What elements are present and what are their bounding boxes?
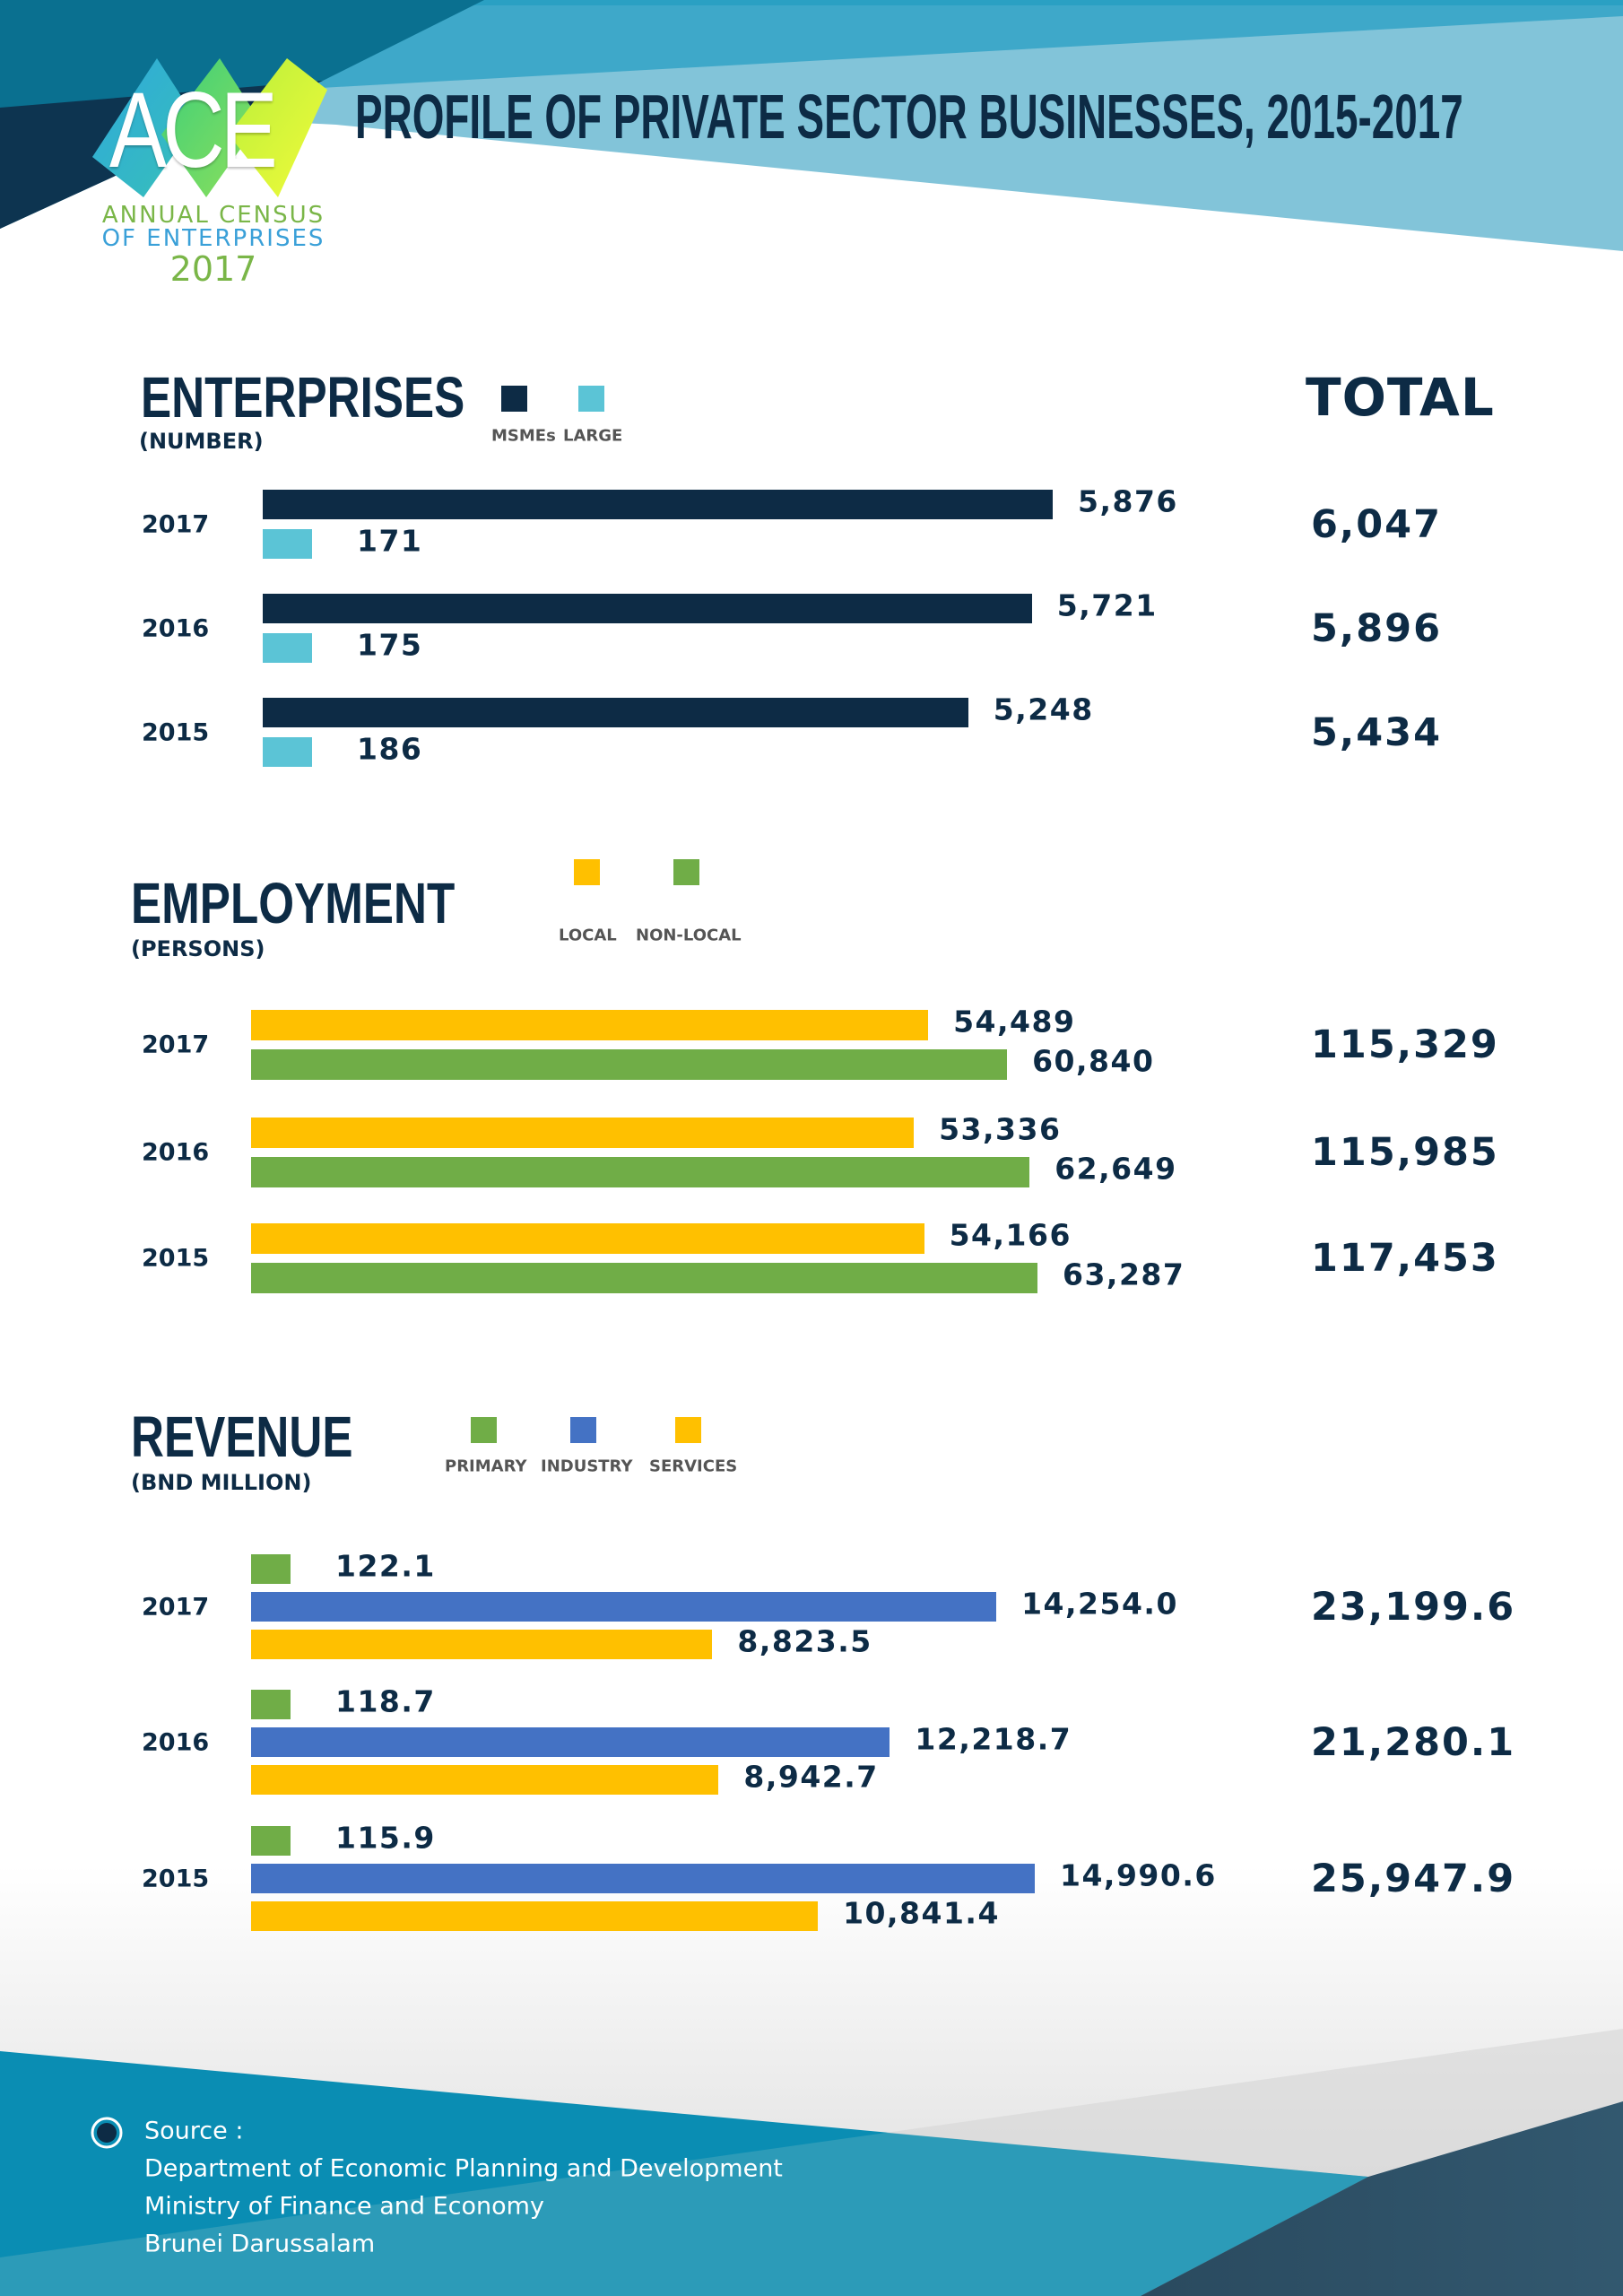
legend-swatch-non-local — [673, 859, 699, 885]
total-value: 115,329 — [1311, 1022, 1499, 1067]
value-label-services: 10,841.4 — [843, 1895, 1000, 1930]
total-value: 117,453 — [1311, 1236, 1499, 1281]
bar-msmes-2016 — [263, 594, 1032, 623]
bar-services-2016 — [251, 1765, 719, 1795]
bar-primary-2016 — [251, 1690, 291, 1719]
total-value: 5,896 — [1311, 605, 1443, 651]
enterprises-heading: ENTERPRISES — [141, 365, 465, 430]
bar-non-local-2016 — [251, 1157, 1030, 1187]
bar-services-2015 — [251, 1901, 819, 1931]
bar-local-2016 — [251, 1118, 915, 1148]
source-line: Ministry of Finance and Economy — [144, 2192, 544, 2221]
legend-swatch-msmes — [501, 386, 527, 412]
source-line: Department of Economic Planning and Deve… — [144, 2154, 783, 2183]
year-label: 2017 — [142, 1031, 210, 1059]
bar-msmes-2015 — [263, 698, 968, 727]
employment-subtitle: (PERSONS) — [131, 936, 265, 961]
total-value: 5,434 — [1311, 709, 1443, 755]
legend-label-msmes: MSMEs — [491, 426, 556, 446]
bar-msmes-2017 — [263, 490, 1053, 519]
revenue-subtitle: (BND MILLION) — [131, 1470, 312, 1495]
value-label-primary: 118.7 — [335, 1683, 436, 1718]
logo-year: 2017 — [169, 249, 257, 289]
value-label-industry: 14,990.6 — [1060, 1857, 1217, 1892]
legend-label-non-local: NON-LOCAL — [636, 926, 742, 945]
bar-industry-2015 — [251, 1864, 1035, 1893]
total-value: 115,985 — [1311, 1130, 1499, 1175]
value-label-large: 186 — [357, 731, 423, 766]
legend-swatch-local — [574, 859, 600, 885]
legend-label-primary: PRIMARY — [445, 1457, 527, 1476]
year-label: 2017 — [142, 1593, 210, 1621]
value-label-msmes: 5,876 — [1078, 483, 1178, 518]
source-line: Brunei Darussalam — [144, 2230, 376, 2258]
bar-non-local-2017 — [251, 1049, 1008, 1080]
value-label-local: 53,336 — [939, 1111, 1062, 1147]
legend-label-services: SERVICES — [649, 1457, 738, 1476]
total-value: 21,280.1 — [1311, 1719, 1516, 1765]
bar-services-2017 — [251, 1630, 713, 1659]
value-label-msmes: 5,721 — [1056, 587, 1158, 622]
total-heading: TOTAL — [1306, 367, 1495, 428]
value-label-non-local: 63,287 — [1063, 1257, 1185, 1292]
bar-primary-2017 — [251, 1554, 291, 1584]
value-label-non-local: 62,649 — [1055, 1151, 1177, 1187]
page-title: PROFILE OF PRIVATE SECTOR BUSINESSES, 20… — [355, 82, 1463, 152]
ace-logo-mark: ACE — [109, 70, 278, 190]
bar-non-local-2015 — [251, 1263, 1037, 1293]
year-label: 2015 — [142, 1865, 210, 1892]
value-label-industry: 12,218.7 — [915, 1721, 1072, 1756]
legend-swatch-services — [675, 1417, 701, 1443]
bar-large-2015 — [263, 737, 312, 767]
value-label-services: 8,942.7 — [743, 1759, 879, 1794]
legend-label-industry: INDUSTRY — [541, 1457, 633, 1476]
value-label-services: 8,823.5 — [737, 1623, 872, 1658]
value-label-primary: 122.1 — [335, 1548, 436, 1583]
year-label: 2016 — [142, 1728, 210, 1756]
total-value: 25,947.9 — [1311, 1856, 1516, 1901]
year-label: 2015 — [142, 1244, 210, 1273]
radio-circle-icon — [91, 2117, 123, 2149]
bar-industry-2017 — [251, 1592, 997, 1622]
value-label-large: 175 — [357, 627, 423, 662]
employment-heading: EMPLOYMENT — [131, 871, 456, 935]
ace-logo-diamonds — [92, 58, 327, 197]
total-value: 6,047 — [1311, 501, 1443, 547]
year-label: 2016 — [142, 614, 210, 642]
bar-local-2017 — [251, 1010, 929, 1040]
legend-swatch-primary — [471, 1417, 497, 1443]
logo-line-2: OF ENTERPRISES — [101, 225, 325, 252]
legend-swatch-industry — [570, 1417, 596, 1443]
legend-label-large: LARGE — [563, 426, 623, 446]
value-label-industry: 14,254.0 — [1021, 1586, 1178, 1621]
bar-industry-2016 — [251, 1727, 890, 1757]
legend-swatch-large — [578, 386, 604, 412]
bar-local-2015 — [251, 1223, 924, 1254]
legend-label-local: LOCAL — [559, 926, 617, 945]
revenue-heading: REVENUE — [131, 1405, 353, 1469]
value-label-local: 54,489 — [953, 1004, 1076, 1039]
total-value: 23,199.6 — [1311, 1584, 1516, 1630]
year-label: 2015 — [142, 718, 210, 746]
bar-large-2016 — [263, 633, 312, 663]
value-label-non-local: 60,840 — [1032, 1043, 1155, 1079]
value-label-primary: 115.9 — [335, 1820, 436, 1855]
value-label-local: 54,166 — [949, 1217, 1072, 1253]
bar-primary-2015 — [251, 1826, 291, 1856]
year-label: 2017 — [142, 510, 210, 538]
source-label: Source : — [144, 2117, 244, 2145]
value-label-large: 171 — [357, 523, 423, 558]
value-label-msmes: 5,248 — [993, 691, 1094, 726]
year-label: 2016 — [142, 1138, 210, 1167]
bar-large-2017 — [263, 529, 312, 559]
logo-line-1: ANNUAL CENSUS — [101, 202, 325, 229]
enterprises-subtitle: (NUMBER) — [139, 429, 264, 454]
